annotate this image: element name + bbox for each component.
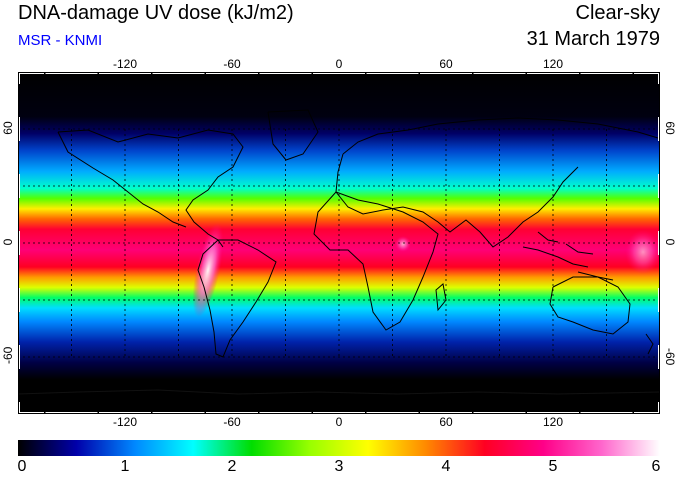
lat-label-left: 0: [1, 238, 15, 246]
lat-label-right: 0: [663, 238, 677, 246]
graticule: [18, 128, 660, 358]
colorbar-tick-label: 1: [120, 458, 130, 475]
coastlines: [18, 109, 660, 395]
lon-label-top: 0: [335, 57, 343, 71]
date-label: 31 March 1979: [526, 28, 660, 50]
colorbar-tick-label: 0: [17, 458, 27, 475]
pacific-hotspot: [625, 230, 660, 274]
map-canvas: [18, 72, 660, 414]
colorbar-tick-label: 5: [548, 458, 558, 475]
colorbar-tick-label: 6: [651, 458, 661, 475]
lat-label-left: 60: [1, 121, 15, 135]
lon-label-bottom: -120: [112, 415, 138, 429]
uv-dose-map: [18, 72, 660, 414]
colorbar-tick-label: 2: [227, 458, 237, 475]
lon-label-bottom: 120: [542, 415, 564, 429]
lon-label-bottom: -60: [223, 415, 241, 429]
lat-label-right: -60: [663, 348, 677, 366]
africa-hotspot: [395, 236, 411, 252]
lon-label-top: 120: [542, 57, 564, 71]
lon-label-top: -60: [223, 57, 241, 71]
lat-label-right: 60: [663, 121, 677, 135]
colorbar-gradient: [18, 440, 660, 456]
andes-hotspot: [192, 222, 224, 318]
source-label: MSR - KNMI: [18, 32, 103, 49]
sky-condition-label: Clear-sky: [575, 2, 660, 24]
map-border: [18, 72, 660, 414]
lon-label-bottom: 60: [439, 415, 453, 429]
colorbar-tick-label: 4: [441, 458, 451, 475]
lon-label-bottom: 0: [335, 415, 343, 429]
colorbar-tick-label: 3: [334, 458, 344, 475]
lat-label-left: -60: [1, 346, 15, 364]
colorbar: [18, 440, 660, 456]
lon-label-top: 60: [439, 57, 453, 71]
map-title: DNA-damage UV dose (kJ/m2): [18, 2, 294, 24]
lon-label-top: -120: [112, 57, 138, 71]
